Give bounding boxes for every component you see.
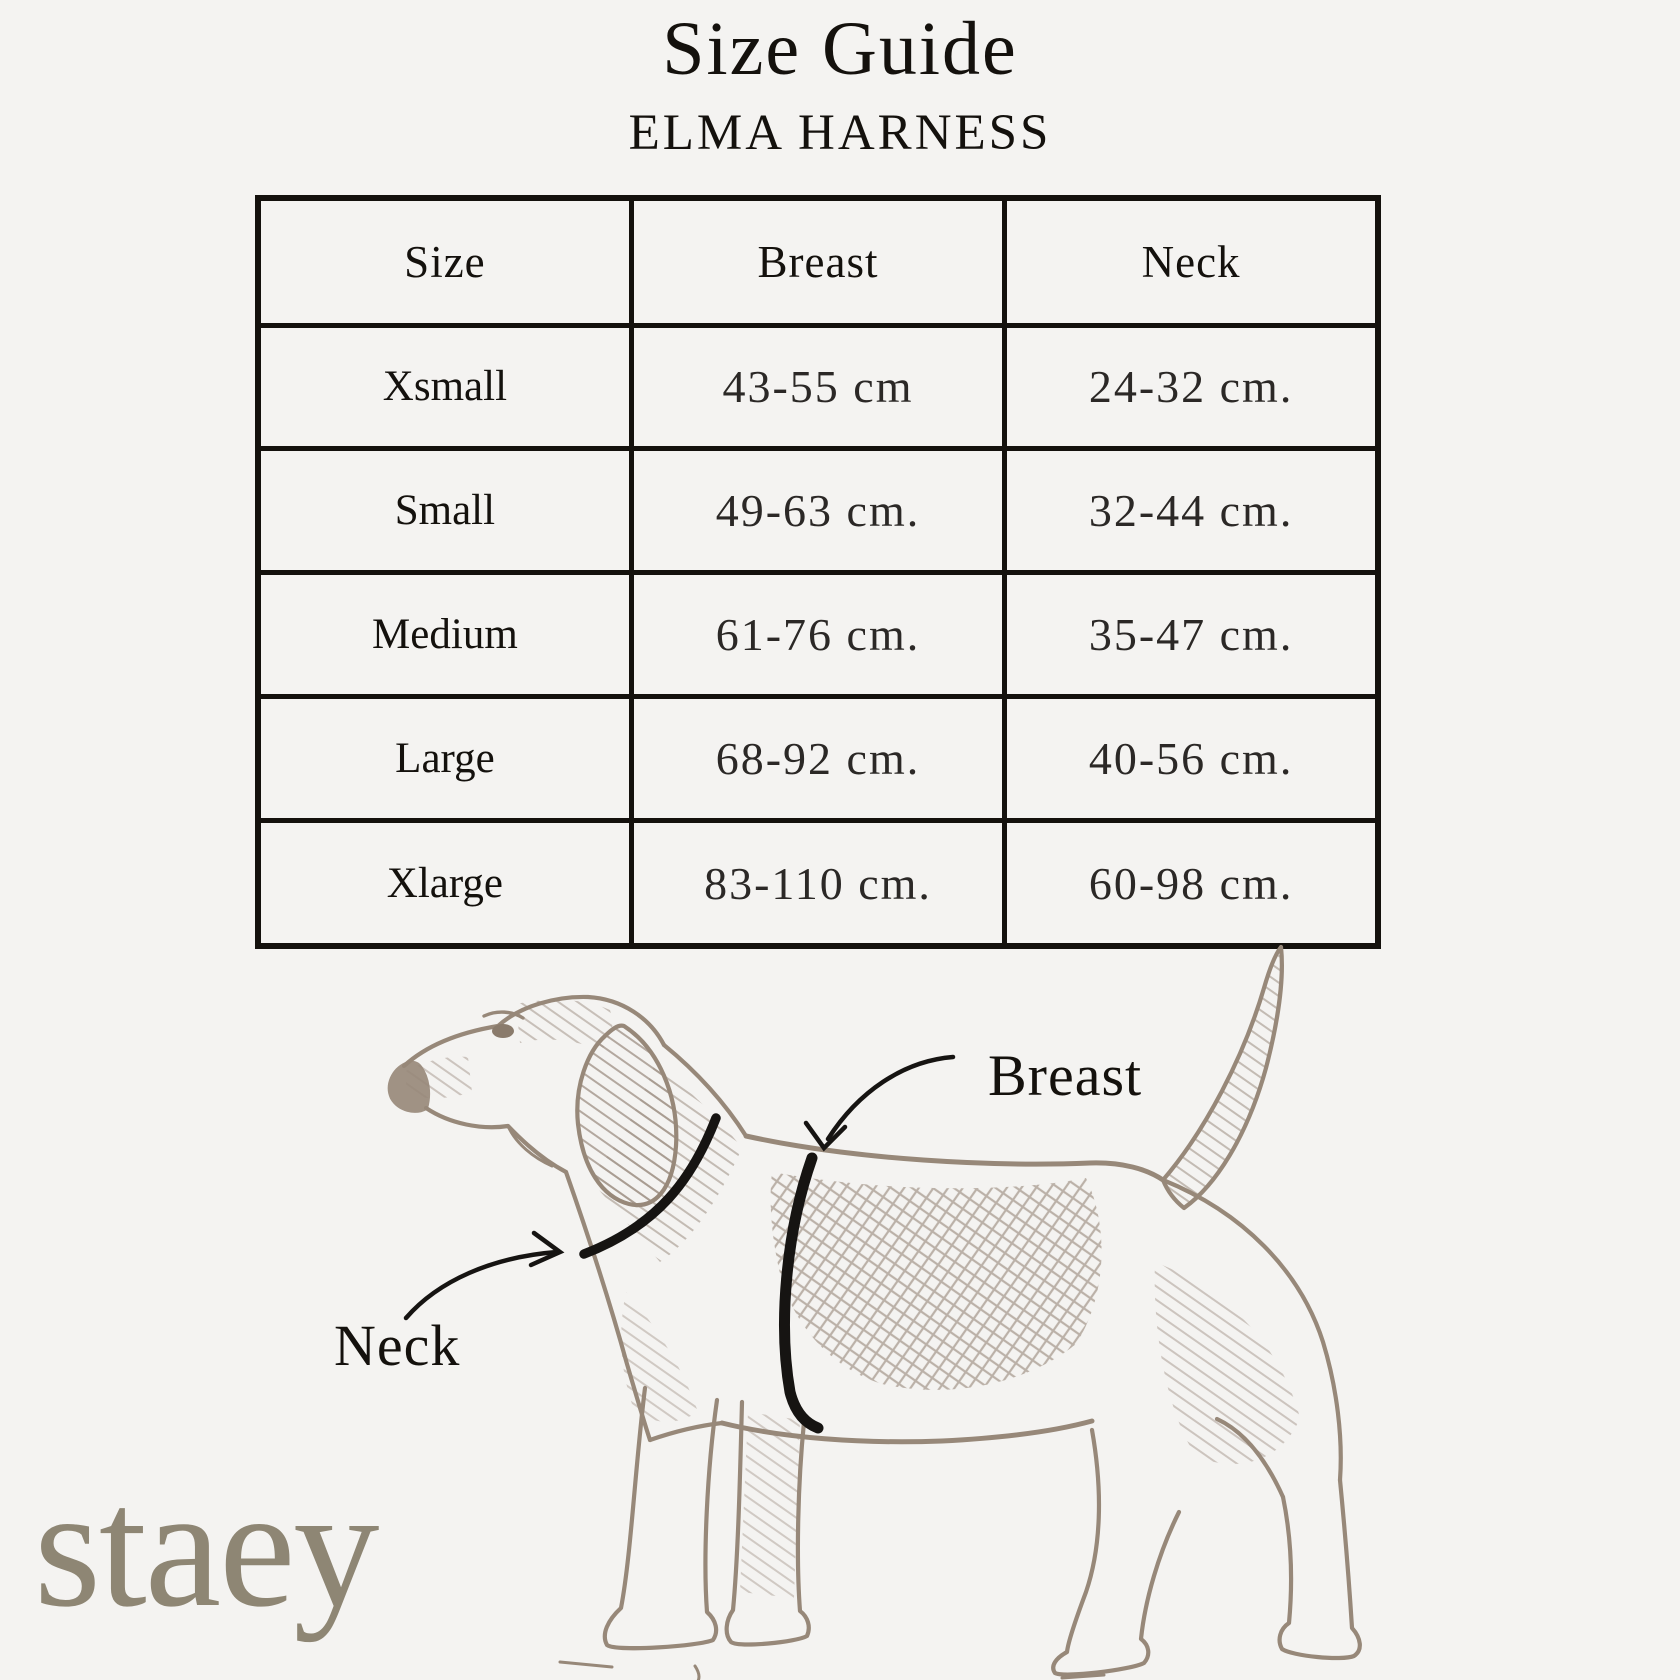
neck-arrow — [403, 1230, 565, 1321]
breast-cell-small: 49-63 cm. — [628, 446, 1008, 576]
col-header-breast: Breast — [628, 195, 1008, 328]
product-name-subtitle: ELMA HARNESS — [628, 105, 1052, 161]
breast-cell-xsmall: 43-55 cm — [628, 322, 1008, 452]
neck-cell-medium: 35-47 cm. — [1002, 570, 1381, 700]
dog-shading — [404, 999, 1300, 1598]
breast-cell-medium: 61-76 cm. — [628, 570, 1008, 700]
neck-cell-xlarge: 60-98 cm. — [1002, 818, 1381, 949]
brand-logo: staey — [34, 1453, 379, 1643]
neck-label: Neck — [334, 1313, 461, 1378]
breast-label: Breast — [988, 1043, 1143, 1108]
neck-cell-small: 32-44 cm. — [1002, 446, 1381, 576]
neck-band — [579, 1113, 721, 1259]
table-row: Small 49-63 cm. 32-44 cm. — [255, 446, 1381, 576]
breast-band — [779, 1152, 824, 1434]
size-cell-large: Large — [255, 694, 634, 824]
size-cell-xlarge: Xlarge — [255, 818, 634, 949]
breast-arrow — [803, 1054, 956, 1152]
size-cell-xsmall: Xsmall — [255, 322, 634, 452]
table-row: Large 68-92 cm. 40-56 cm. — [255, 694, 1381, 824]
breast-cell-large: 68-92 cm. — [628, 694, 1008, 824]
size-table: Size Breast Neck Xsmall 43-55 cm 24-32 c… — [255, 195, 1381, 949]
page-title: Size Guide — [662, 7, 1018, 91]
table-row: Xsmall 43-55 cm 24-32 cm. — [255, 322, 1381, 452]
table-header-row: Size Breast Neck — [255, 195, 1381, 328]
col-header-neck: Neck — [1002, 195, 1381, 328]
neck-cell-large: 40-56 cm. — [1002, 694, 1381, 824]
table-row: Xlarge 83-110 cm. 60-98 cm. — [255, 818, 1381, 949]
table-row: Medium 61-76 cm. 35-47 cm. — [255, 570, 1381, 700]
size-cell-small: Small — [255, 446, 634, 576]
size-cell-medium: Medium — [255, 570, 634, 700]
breast-cell-xlarge: 83-110 cm. — [628, 818, 1008, 949]
neck-cell-xsmall: 24-32 cm. — [1002, 322, 1381, 452]
col-header-size: Size — [255, 195, 634, 328]
